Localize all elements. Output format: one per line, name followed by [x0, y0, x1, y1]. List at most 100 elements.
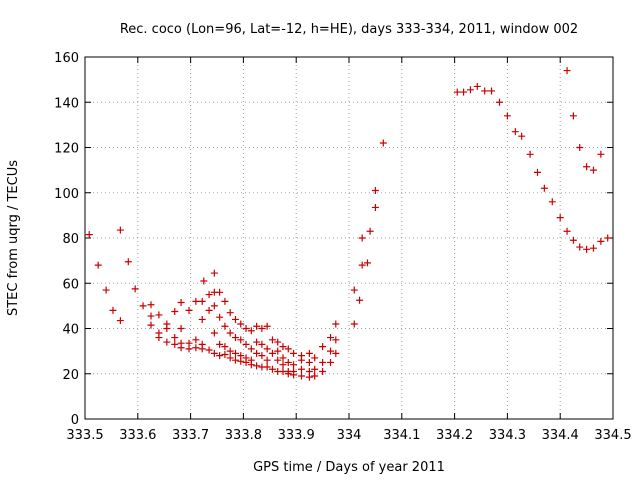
data-point — [379, 139, 387, 147]
data-point — [371, 203, 379, 211]
data-point — [319, 367, 327, 375]
data-point — [177, 298, 185, 306]
data-point — [177, 344, 185, 352]
data-point — [231, 349, 239, 357]
data-point — [604, 234, 612, 242]
data-point — [116, 317, 124, 325]
data-point — [263, 356, 271, 364]
data-point — [319, 343, 327, 351]
data-point — [216, 340, 224, 348]
data-point — [177, 325, 185, 332]
data-point — [237, 320, 245, 328]
data-point — [253, 349, 261, 357]
x-tick-label: 333.9 — [278, 428, 315, 443]
data-point — [216, 352, 224, 360]
x-tick-label: 334.4 — [542, 428, 579, 443]
data-point — [268, 336, 276, 344]
data-point — [198, 297, 206, 305]
data-point — [231, 315, 239, 323]
data-point — [284, 345, 292, 353]
data-point — [155, 334, 163, 342]
data-point — [327, 334, 335, 342]
data-point — [198, 345, 206, 353]
chart-title: Rec. coco (Lon=96, Lat=-12, h=HE), days … — [120, 22, 578, 37]
data-point — [569, 236, 577, 244]
data-point — [350, 286, 358, 294]
x-tick-label: 334.5 — [594, 428, 631, 443]
data-point — [466, 86, 474, 94]
grid-layer — [85, 57, 613, 419]
data-point — [556, 214, 564, 222]
data-point — [350, 320, 358, 328]
data-point — [139, 302, 147, 310]
data-point — [247, 327, 255, 335]
data-point — [589, 244, 597, 252]
x-axis-label: GPS time / Days of year 2011 — [253, 460, 445, 475]
data-point — [589, 166, 597, 174]
data-point — [453, 88, 461, 96]
data-point — [274, 338, 282, 346]
data-point — [109, 306, 117, 314]
data-point — [576, 144, 584, 151]
data-point — [163, 338, 171, 346]
data-point — [253, 338, 261, 346]
data-point — [503, 112, 511, 120]
data-point — [284, 358, 292, 366]
data-point — [311, 365, 319, 373]
data-point — [242, 340, 250, 348]
data-point — [268, 349, 276, 357]
x-tick-label: 334.3 — [489, 428, 526, 443]
data-point — [94, 261, 102, 269]
data-point — [192, 336, 200, 344]
data-point — [205, 306, 213, 314]
data-point — [290, 361, 298, 369]
data-point — [311, 354, 319, 362]
data-point — [192, 344, 200, 352]
data-point — [258, 352, 266, 360]
data-point — [231, 356, 239, 364]
data-point — [305, 349, 313, 357]
x-tick-label: 333.6 — [119, 428, 156, 443]
data-point — [274, 356, 282, 364]
x-tick-label: 333.7 — [172, 428, 209, 443]
y-tick-label: 120 — [54, 142, 79, 157]
data-point — [290, 371, 298, 379]
data-point — [279, 354, 287, 362]
data-point — [221, 343, 229, 351]
data-point — [210, 349, 218, 357]
data-point — [358, 261, 366, 269]
x-tick-label: 334.2 — [436, 428, 473, 443]
data-point — [548, 198, 556, 206]
data-point — [305, 373, 313, 381]
data-point — [210, 329, 218, 337]
data-point — [533, 168, 541, 176]
data-point — [237, 357, 245, 365]
data-point — [263, 322, 271, 330]
data-point — [258, 325, 266, 332]
data-point — [583, 163, 591, 171]
data-point — [210, 302, 218, 310]
data-point — [268, 365, 276, 373]
x-tick-label: 334 — [337, 428, 362, 443]
data-point — [356, 296, 364, 304]
data-point — [563, 227, 571, 235]
data-point — [163, 325, 171, 332]
data-point — [216, 313, 224, 321]
data-point — [253, 322, 261, 330]
y-tick-label: 40 — [62, 323, 79, 338]
data-point — [131, 285, 139, 293]
data-point — [481, 87, 489, 95]
data-point — [311, 372, 319, 380]
y-tick-label: 100 — [54, 187, 79, 202]
data-point — [297, 365, 305, 373]
data-point — [171, 308, 179, 316]
data-point — [85, 231, 93, 239]
data-point — [327, 347, 335, 355]
y-tick-label: 160 — [54, 51, 79, 66]
data-point — [116, 226, 124, 234]
data-point — [263, 345, 271, 353]
data-point — [526, 150, 534, 158]
data-point — [147, 321, 155, 329]
